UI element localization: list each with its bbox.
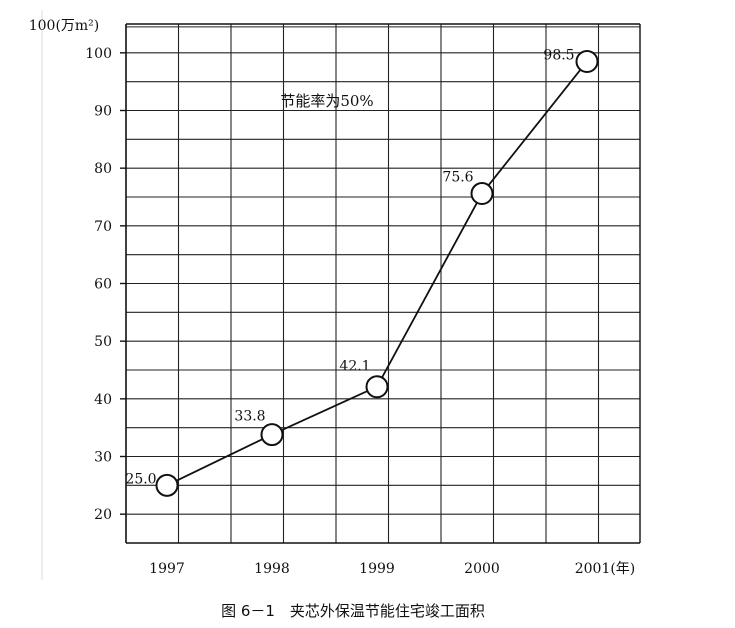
y-tick-label: 50 (94, 334, 112, 350)
data-label: 98.5 (543, 47, 574, 63)
data-point-marker (260, 423, 284, 447)
x-tick-label: 2001(年) (575, 561, 636, 577)
chart-annotation: 节能率为50% (280, 92, 373, 110)
data-point-marker (365, 375, 389, 399)
y-tick-label: 100 (85, 46, 112, 62)
x-tick-label: 1999 (359, 561, 395, 577)
y-tick-label: 60 (94, 277, 112, 293)
grid (126, 24, 640, 543)
y-tick-label: 30 (94, 450, 112, 466)
data-label: 42.1 (339, 359, 370, 375)
axes (120, 23, 641, 544)
figure-caption: 图 6－1 夹芯外保温节能住宅竣工面积 (221, 602, 485, 620)
x-tick-label: 1998 (254, 561, 290, 577)
x-tick-labels: 1997 1998 1999 2000 2001(年) (149, 561, 635, 577)
data-point-marker (575, 49, 599, 73)
y-tick-label: 20 (94, 507, 112, 523)
y-axis-unit-label: 100(万m²) (29, 18, 100, 34)
y-tick-labels: 20 30 40 50 60 70 80 90 100 (85, 46, 112, 523)
x-tick-label: 2000 (464, 561, 500, 577)
y-tick-label: 40 (94, 392, 112, 408)
series-line-path (166, 60, 588, 487)
y-tick-label: 90 (94, 104, 112, 120)
data-label: 25.0 (125, 471, 156, 487)
data-label: 75.6 (442, 170, 473, 186)
y-tick-label: 80 (94, 161, 112, 177)
y-tick-label: 70 (94, 219, 112, 235)
data-point-marker (155, 473, 179, 497)
data-labels: 25.0 33.8 42.1 75.6 98.5 (125, 47, 574, 487)
series-line (155, 49, 599, 497)
x-tick-label: 1997 (149, 561, 185, 577)
data-point-marker (470, 182, 494, 206)
data-label: 33.8 (234, 409, 265, 425)
